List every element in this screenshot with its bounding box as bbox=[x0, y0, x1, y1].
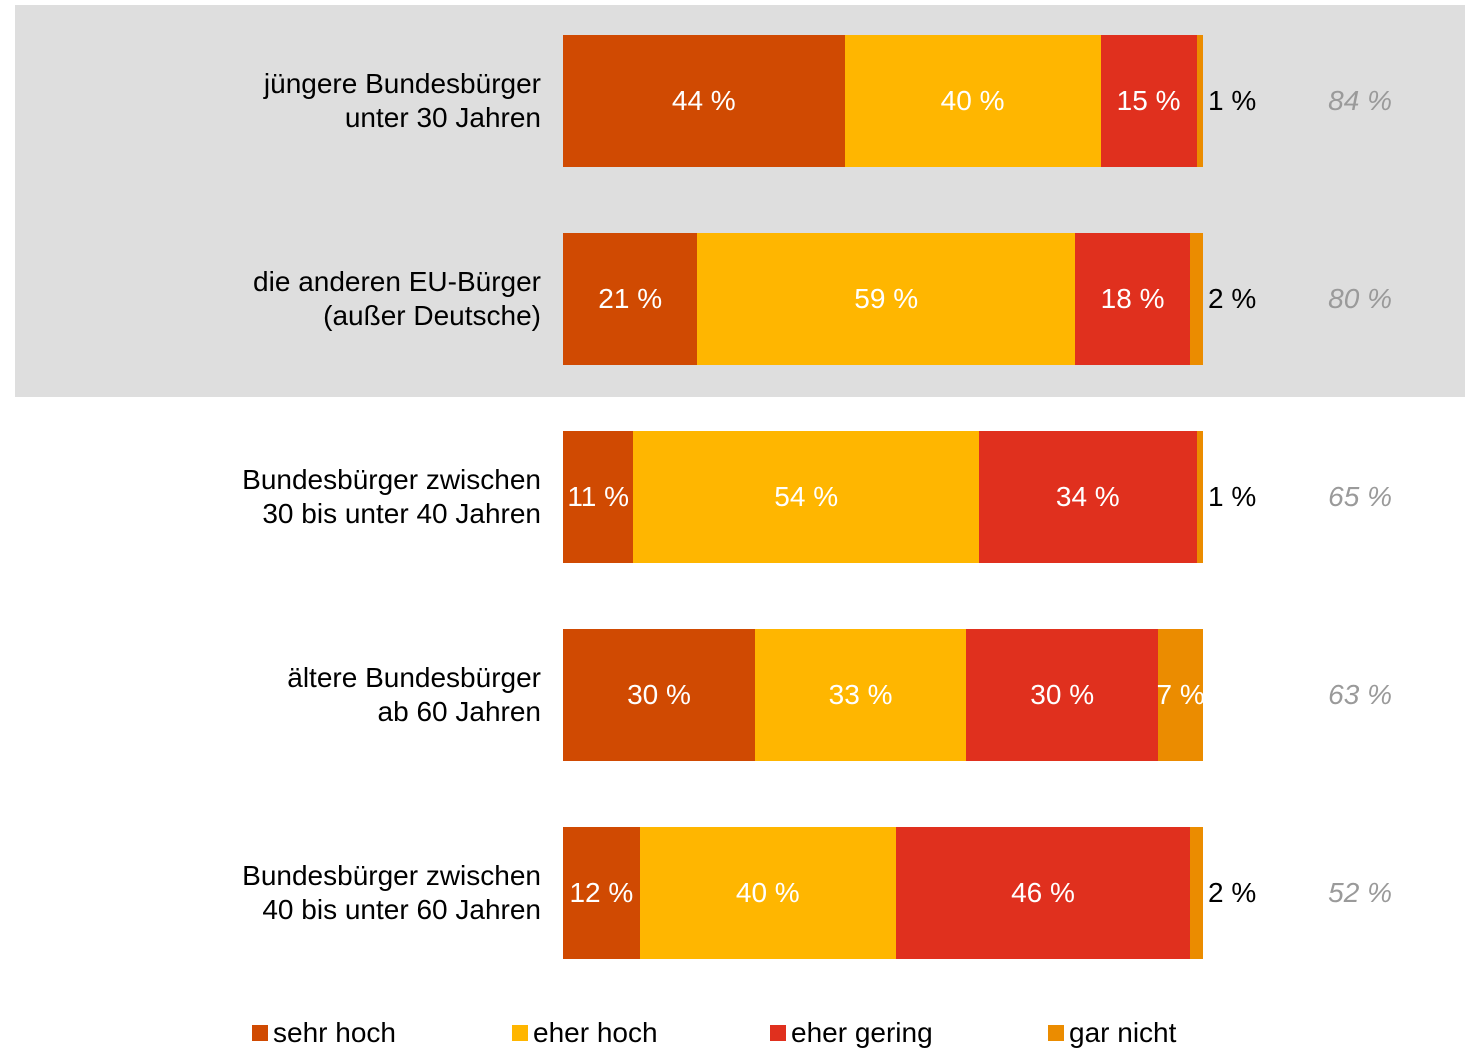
total-label: 84 % bbox=[1328, 85, 1392, 116]
category-label: Bundesbürger zwischen 40 bis unter 60 Ja… bbox=[242, 860, 541, 925]
legend-label: sehr hoch bbox=[273, 1017, 396, 1048]
bar-segment bbox=[563, 629, 755, 761]
legend-swatch bbox=[1048, 1025, 1064, 1041]
value-label: 46 % bbox=[1011, 877, 1075, 908]
bar-segment bbox=[1100, 35, 1197, 167]
category-label: jüngere Bundesbürger unter 30 Jahren bbox=[263, 68, 541, 133]
bar-segment bbox=[1075, 233, 1191, 365]
bar-segment bbox=[697, 233, 1075, 365]
category-label: die anderen EU-Bürger (außer Deutsche) bbox=[253, 266, 541, 331]
category-label: ältere Bundesbürger ab 60 Jahren bbox=[287, 662, 541, 727]
category-label: Bundesbürger zwischen 30 bis unter 40 Ja… bbox=[242, 464, 541, 529]
bar-segment bbox=[1190, 233, 1203, 365]
value-label: 2 % bbox=[1208, 877, 1257, 908]
value-label: 59 % bbox=[854, 283, 919, 314]
bar-segment bbox=[563, 431, 634, 563]
legend-swatch bbox=[512, 1025, 528, 1041]
bar-segment bbox=[563, 35, 845, 167]
bar-segment bbox=[979, 431, 1197, 563]
bar-segment bbox=[563, 233, 698, 365]
bar-segment bbox=[1196, 431, 1203, 563]
value-label: 11 % bbox=[567, 481, 630, 512]
value-label: 21 % bbox=[598, 283, 663, 314]
bar-segment bbox=[1196, 35, 1203, 167]
bar-segment bbox=[563, 827, 640, 959]
legend-swatch bbox=[252, 1025, 268, 1041]
value-label: 54 % bbox=[774, 481, 839, 512]
value-label: 12 % bbox=[569, 877, 634, 908]
value-label: 40 % bbox=[735, 877, 800, 908]
bar-segment bbox=[639, 827, 896, 959]
total-label: 80 % bbox=[1328, 283, 1392, 314]
bar-segment bbox=[966, 629, 1159, 761]
total-label: 65 % bbox=[1328, 481, 1392, 512]
legend-label: eher gering bbox=[791, 1017, 933, 1048]
value-label: 30 % bbox=[1030, 679, 1095, 710]
value-label: 18 % bbox=[1100, 283, 1165, 314]
bar-segment bbox=[1158, 629, 1203, 761]
bar-segment bbox=[755, 629, 967, 761]
legend-label: gar nicht bbox=[1069, 1017, 1177, 1048]
bar-segment bbox=[844, 35, 1101, 167]
value-label: 40 % bbox=[940, 85, 1005, 116]
total-label: 63 % bbox=[1328, 679, 1392, 710]
value-label: 34 % bbox=[1055, 481, 1120, 512]
value-label: 1 % bbox=[1208, 481, 1257, 512]
value-label: 44 % bbox=[671, 85, 736, 116]
value-label: 7 % bbox=[1156, 679, 1205, 710]
value-label: 33 % bbox=[828, 679, 893, 710]
value-label: 15 % bbox=[1116, 85, 1181, 116]
value-label: 30 % bbox=[627, 679, 691, 710]
legend-label: eher hoch bbox=[533, 1017, 658, 1048]
value-label: 2 % bbox=[1208, 283, 1257, 314]
legend-swatch bbox=[770, 1025, 786, 1041]
value-label: 1 % bbox=[1208, 85, 1257, 116]
total-label: 52 % bbox=[1328, 877, 1392, 908]
bar-segment bbox=[895, 827, 1191, 959]
bar-segment bbox=[1190, 827, 1203, 959]
bar-segment bbox=[633, 431, 979, 563]
